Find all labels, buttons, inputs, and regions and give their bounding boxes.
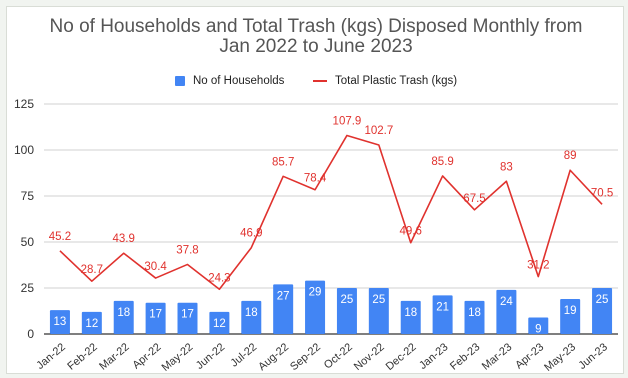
x-tick-label: Apr-22: [131, 341, 164, 371]
bar-value-label: 27: [277, 290, 290, 302]
legend-label-plastic-trash: Total Plastic Trash (kgs): [335, 75, 458, 87]
bar-value-label: 25: [372, 294, 385, 306]
x-tick-label: Jan-23: [417, 341, 450, 372]
x-tick-label: Jan-22: [34, 341, 67, 372]
legend-label-households: No of Households: [193, 75, 285, 87]
line-value-label: 46.9: [240, 228, 262, 240]
bar: [400, 300, 421, 334]
bar-value-label: 13: [54, 316, 67, 328]
y-tick-label: 0: [27, 327, 34, 341]
bar-value-label: 18: [404, 307, 417, 319]
bar-value-label: 12: [85, 318, 98, 330]
line-value-label: 43.9: [113, 233, 135, 245]
line-value-label: 37.8: [176, 244, 198, 256]
bar: [592, 288, 613, 334]
bar-value-label: 17: [149, 309, 162, 321]
bar: [496, 289, 517, 334]
line-value-label: 67.5: [463, 193, 485, 205]
x-tick-label: Jun-23: [577, 341, 610, 372]
line-value-label: 49.6: [400, 226, 422, 238]
legend-bar-swatch: [175, 76, 185, 86]
bar: [209, 311, 230, 334]
bar: [368, 288, 389, 334]
x-tick-label: Mar-22: [97, 341, 131, 373]
line-value-label: 31.2: [527, 260, 549, 272]
y-tick-label: 125: [14, 97, 34, 111]
y-tick-label: 75: [21, 189, 35, 203]
x-tick-label: Oct-22: [322, 341, 355, 371]
bar: [336, 288, 357, 334]
y-tick-label: 100: [14, 143, 34, 157]
bar-value-label: 24: [500, 296, 513, 308]
x-tick-label: Feb-22: [65, 341, 99, 373]
x-tick-label: Jul-22: [229, 341, 260, 369]
line-value-label: 102.7: [364, 125, 393, 137]
x-tick-label: May-22: [160, 341, 196, 374]
bar: [81, 311, 102, 334]
chart-title-line-1: No of Households and Total Trash (kgs) D…: [49, 16, 583, 37]
line-value-label: 83: [500, 161, 513, 173]
y-tick-label: 50: [21, 235, 35, 249]
bar: [432, 295, 453, 334]
bar-value-label: 17: [181, 309, 194, 321]
line-value-label: 78.4: [304, 173, 327, 185]
line-value-label: 107.9: [333, 115, 362, 127]
x-tick-label: May-23: [542, 341, 578, 374]
legend-item-plastic-trash: Total Plastic Trash (kgs): [313, 75, 457, 87]
line-value-label: 70.5: [591, 187, 613, 199]
chart-title: No of Households and Total Trash (kgs) D…: [7, 17, 625, 57]
bar-value-label: 29: [309, 287, 322, 299]
x-tick-label: Sep-22: [288, 341, 323, 373]
x-tick-label: Feb-23: [448, 341, 482, 373]
bar: [528, 317, 549, 334]
x-tick-label: Jun-22: [194, 341, 227, 372]
bar: [177, 302, 198, 334]
bar-value-label: 25: [596, 294, 609, 306]
bar-value-label: 21: [436, 301, 449, 313]
bar: [49, 310, 70, 334]
bar: [305, 280, 326, 334]
line-value-label: 28.7: [81, 264, 103, 276]
bar-value-label: 12: [213, 318, 226, 330]
x-tick-label: Aug-22: [256, 341, 291, 373]
bar-value-label: 19: [564, 305, 577, 317]
bar: [464, 300, 485, 334]
chart-title-line-2: Jan 2022 to June 2023: [219, 36, 413, 57]
bar-value-label: 18: [117, 307, 130, 319]
bar: [241, 300, 262, 334]
y-tick-label: 25: [21, 281, 35, 295]
bar: [113, 300, 134, 334]
bar: [560, 299, 581, 334]
x-tick-label: Nov-22: [352, 341, 387, 373]
x-tick-label: Dec-22: [384, 341, 419, 373]
line-value-label: 85.9: [431, 156, 453, 168]
line-value-label: 30.4: [144, 261, 167, 273]
line-value-label: 24.3: [208, 272, 230, 284]
line-value-label: 89: [564, 150, 577, 162]
bar-value-label: 18: [468, 307, 481, 319]
chart-legend: No of Households Total Plastic Trash (kg…: [7, 75, 625, 91]
x-tick-label: Mar-23: [480, 341, 514, 373]
bar-value-label: 9: [535, 323, 541, 335]
line-value-label: 85.7: [272, 156, 294, 168]
trash-line: [59, 134, 603, 291]
bar-value-label: 25: [341, 294, 354, 306]
legend-item-households: No of Households: [175, 75, 284, 87]
bar-value-label: 18: [245, 307, 258, 319]
line-value-label: 45.2: [49, 231, 71, 243]
bar: [273, 284, 294, 334]
legend-line-swatch: [313, 80, 327, 82]
x-tick-label: Apr-23: [513, 341, 546, 371]
bar: [145, 302, 166, 334]
